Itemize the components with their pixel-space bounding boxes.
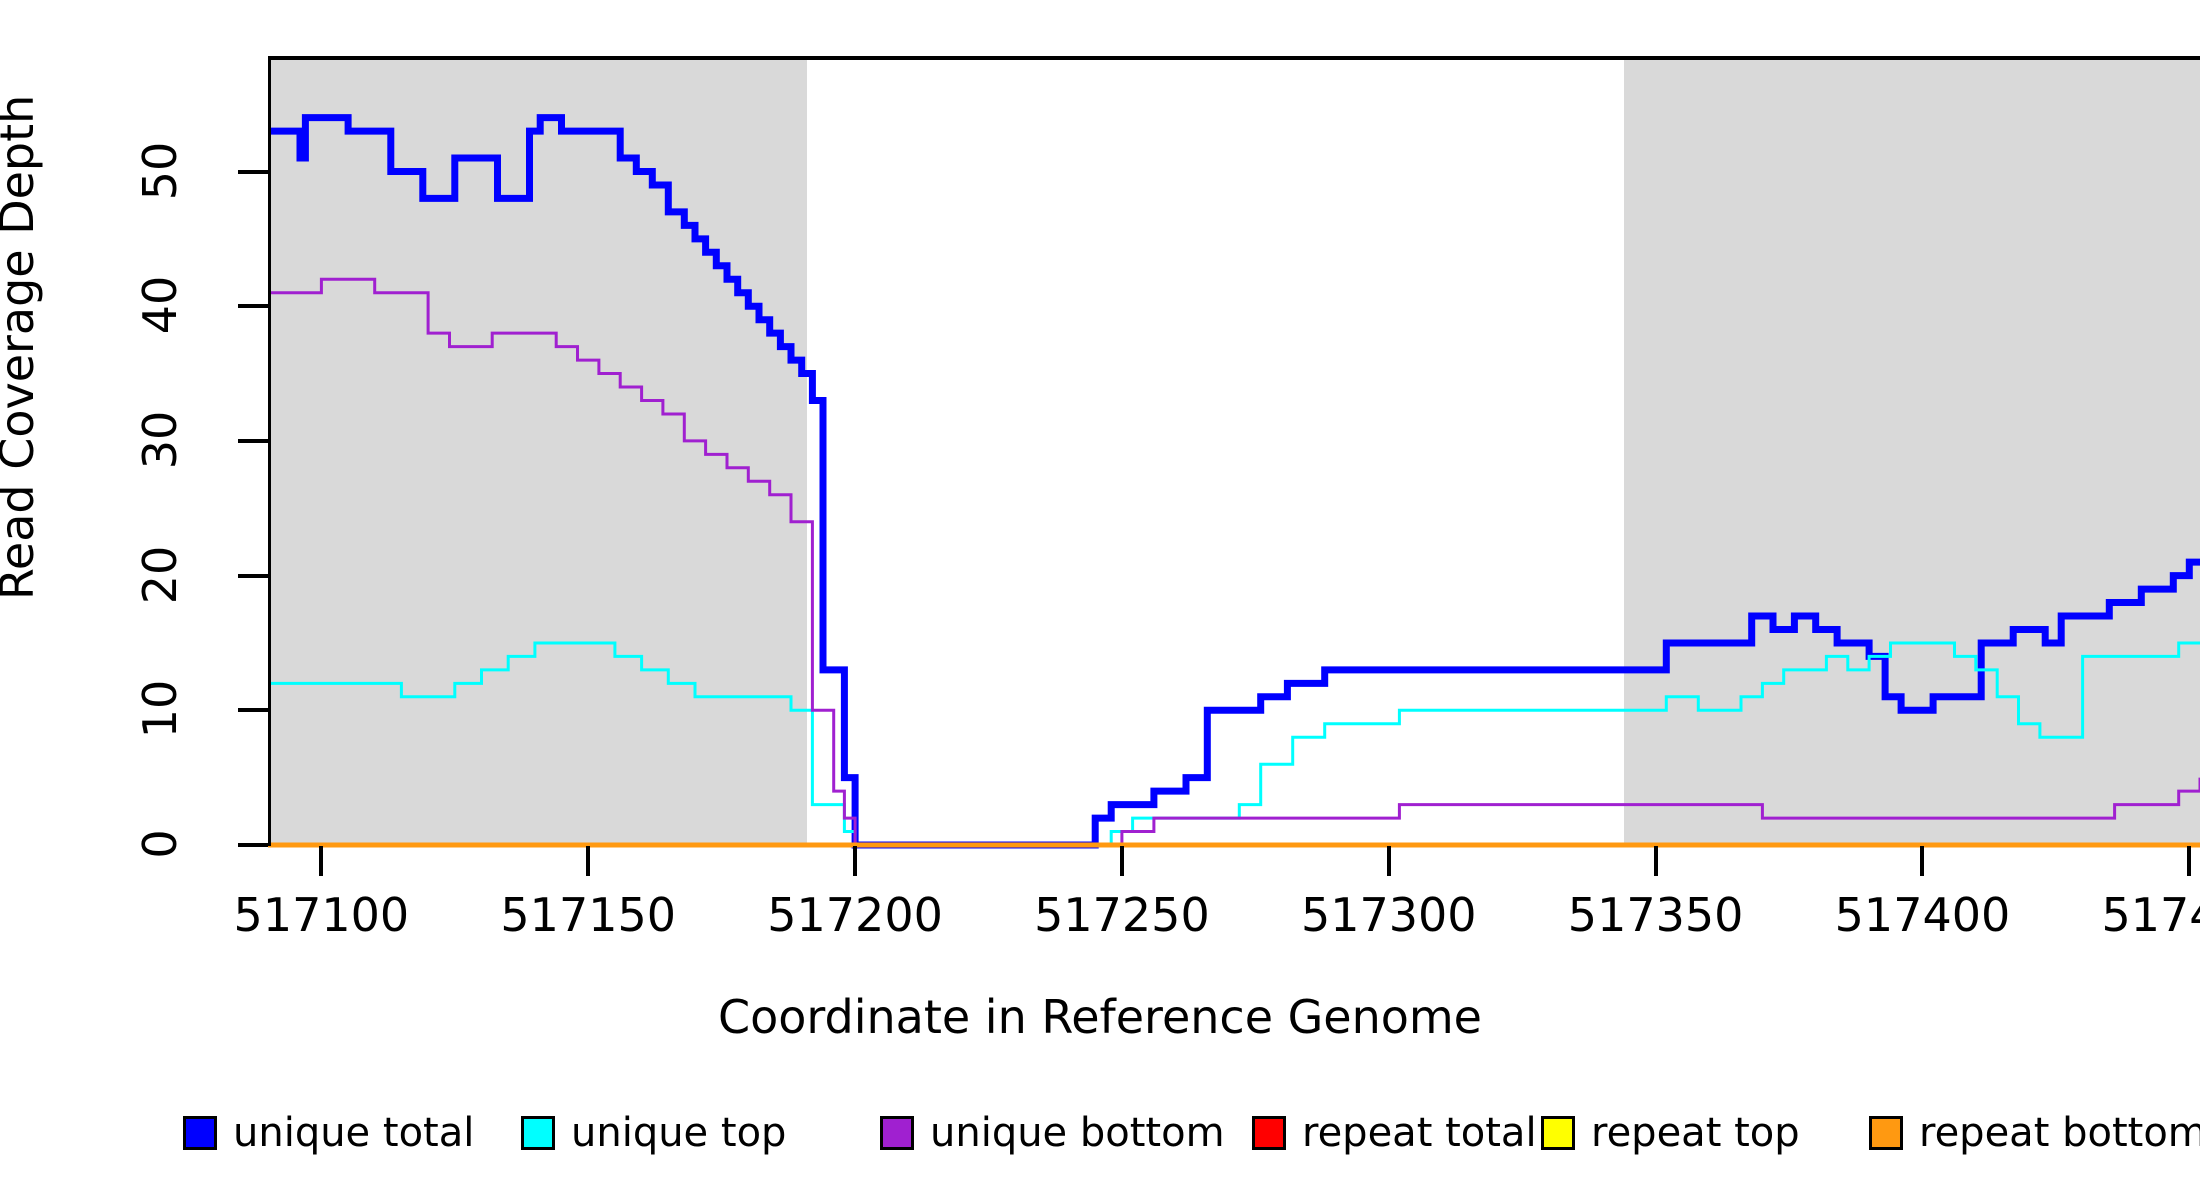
legend-label: repeat top xyxy=(1591,1110,1800,1156)
x-tick-label: 517300 xyxy=(1300,888,1477,942)
y-tick-label: 10 xyxy=(133,680,187,739)
legend-swatch-icon xyxy=(183,1116,217,1150)
y-tick-mark xyxy=(238,438,268,443)
legend-item[interactable]: unique total xyxy=(183,1110,474,1156)
shaded-region-1 xyxy=(268,56,808,846)
y-axis-title: Read Coverage Depth xyxy=(0,94,44,600)
plot-area xyxy=(268,56,2200,849)
series-group xyxy=(268,114,2200,849)
x-tick-mark xyxy=(1653,846,1658,876)
legend-label: unique top xyxy=(571,1110,787,1156)
x-tick-mark xyxy=(319,846,324,876)
series-line-unique-bottom xyxy=(268,277,2200,847)
legend-swatch-icon xyxy=(1252,1116,1286,1150)
x-tick-label: 517100 xyxy=(233,888,410,942)
series-line-unique-top xyxy=(268,641,2200,847)
y-tick-mark xyxy=(238,843,268,847)
legend-item[interactable]: repeat bottom xyxy=(1869,1110,2200,1156)
legend-swatch-icon xyxy=(880,1116,914,1150)
x-tick-label: 517250 xyxy=(1034,888,1210,942)
y-tick-label: 50 xyxy=(133,141,187,200)
legend-label: repeat total xyxy=(1302,1110,1537,1156)
x-tick-mark xyxy=(1386,846,1391,876)
shaded-region-2 xyxy=(1623,56,2200,846)
legend-item[interactable]: repeat total xyxy=(1252,1110,1537,1156)
y-tick-mark xyxy=(238,708,268,713)
x-tick-label: 517200 xyxy=(767,888,943,942)
x-tick-label: 517150 xyxy=(500,888,677,942)
legend-swatch-icon xyxy=(1869,1116,1903,1150)
y-tick-label: 30 xyxy=(133,410,187,470)
legend: unique total unique top unique bottom repea… xyxy=(0,1098,2200,1168)
x-tick-mark xyxy=(2187,846,2192,876)
x-axis-title: Coordinate in Reference Genome xyxy=(718,990,1482,1044)
legend-item[interactable]: unique top xyxy=(521,1110,786,1156)
x-tick-label: 517350 xyxy=(1567,888,1744,942)
y-tick-mark xyxy=(238,304,268,309)
legend-item[interactable]: repeat top xyxy=(1541,1110,1800,1156)
plot-frame xyxy=(268,56,2200,846)
y-tick-mark xyxy=(238,169,268,174)
x-tick-label: 517400 xyxy=(1834,888,2011,942)
x-tick-mark xyxy=(1119,846,1124,876)
y-tick-label: 20 xyxy=(133,545,187,604)
legend-label: unique bottom xyxy=(930,1110,1225,1156)
legend-item[interactable]: unique bottom xyxy=(880,1110,1225,1156)
x-tick-label: 517450 xyxy=(2101,888,2200,942)
x-tick-mark xyxy=(1920,846,1925,876)
legend-swatch-icon xyxy=(1541,1116,1575,1150)
x-tick-mark xyxy=(586,846,591,876)
y-tick-label: 40 xyxy=(133,275,187,335)
y-tick-mark xyxy=(238,573,268,578)
legend-label: repeat bottom xyxy=(1919,1110,2200,1156)
x-tick-mark xyxy=(853,846,858,876)
y-tick-label: 0 xyxy=(133,829,187,859)
series-line-unique-total xyxy=(268,114,2200,849)
legend-label: unique total xyxy=(233,1110,475,1156)
legend-swatch-icon xyxy=(521,1116,555,1150)
